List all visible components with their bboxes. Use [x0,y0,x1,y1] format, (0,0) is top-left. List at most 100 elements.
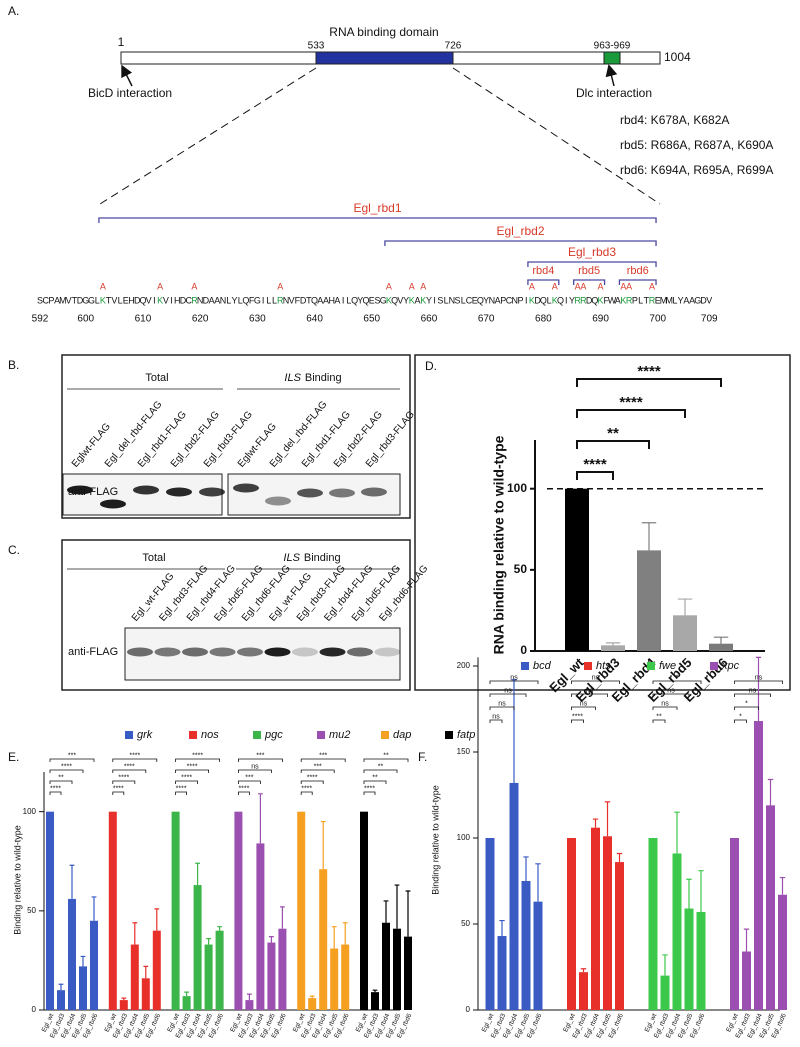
error-bar [677,598,693,616]
mutant-note: rbd5: R686A, R687A, K690A [620,138,773,152]
significance-label: ns [586,688,594,695]
position-label: 1 [118,35,125,49]
sequence-segment: EMMLYAAGDV [655,295,712,305]
bar [171,811,180,1010]
position-label: 1004 [664,50,691,64]
significance-label: ns [749,688,757,695]
bar [319,869,328,1010]
significance-label: **** [129,753,140,760]
sequence-segment: R [626,295,633,305]
bar [742,951,751,1010]
construct-bracket [618,279,657,285]
legend-label: grk [137,729,153,741]
legend-swatch [647,662,655,670]
y-tick-label: 200 [457,661,471,670]
band [237,647,263,657]
error-bar [258,793,263,844]
bar [404,936,412,1010]
y-tick-label: 100 [23,807,37,816]
sequence-segment: K [386,295,392,305]
significance-bracket [363,791,376,795]
error-bar [779,876,786,895]
bar [267,942,276,1010]
lane-label: Egl_rbd5-FLAG [212,563,265,623]
significance-bracket [238,791,250,795]
bar [308,998,317,1010]
significance-bracket [652,706,678,710]
band [127,647,153,657]
sequence-segment: K [100,295,106,305]
bar [382,922,390,1010]
construct-label: Egl_rbd1 [353,201,401,215]
significance-label: **** [181,775,192,782]
significance-label: **** [176,786,187,793]
sequence-segment: R [277,295,284,305]
bar [330,948,339,1010]
sequence-segment: NVFDTQAAHAILQYQESG [283,295,387,305]
significance-label: **** [307,775,318,782]
significance-label: ** [383,753,389,760]
mutation-label: A [620,281,626,291]
band [329,488,355,498]
sequence-segment: SCPAMVTDGGL [37,295,100,305]
error-bar [405,890,411,937]
bar [108,811,117,1010]
significance-bracket [363,780,387,784]
ruler-label: 592 [32,314,49,325]
bar [278,928,287,1010]
significance-label: ns [492,714,500,721]
significance-bracket [300,769,335,773]
interaction-label: BicD interaction [88,86,172,100]
error-bar [535,863,541,902]
significance-bracket [652,693,690,697]
construct-label: rbd4 [532,265,554,277]
bar [754,721,763,1010]
legend-label: fatp [457,729,475,741]
bar [709,643,733,651]
significance-bracket [175,769,209,773]
sequence-segment: K [529,295,535,305]
y-axis-label: Binding relative to wild-type [430,785,440,895]
significance-bracket [576,378,722,387]
significance-bracket [576,471,614,480]
significance-label: **** [50,786,61,793]
sequence-segment: DQ [586,295,598,305]
bar [393,928,401,1010]
error-bar [662,954,668,976]
significance-label: **** [124,764,135,771]
significance-label: **** [637,363,661,380]
bar [565,488,589,651]
mutation-label: A [420,281,426,291]
error-bar [511,679,517,783]
significance-label: ns [498,701,506,708]
bar [615,862,624,1010]
significance-label: **** [113,786,124,793]
bar [215,930,224,1010]
blot [62,473,223,516]
bar [119,1000,128,1010]
bar [360,811,368,1010]
error-bar [674,811,680,854]
significance-bracket [300,758,346,762]
error-bar [580,968,587,973]
sequence-segment: A [415,295,421,305]
error-bar [743,928,750,952]
y-axis-label: Binding relative to wild-type [12,825,22,935]
sequence-segment: K [552,295,558,305]
bar [521,881,531,1010]
significance-label: ** [656,714,662,721]
bar [766,805,775,1010]
band [67,485,93,495]
sequence-segment: QVY [391,295,409,305]
position-label: 963-969 [594,41,631,52]
significance-bracket [49,780,73,784]
sequence-segment: K [157,295,163,305]
bar [673,615,697,651]
y-tick-label: 150 [457,747,471,756]
error-bar [154,908,160,931]
significance-bracket [49,791,62,795]
error-bar [342,922,348,945]
sequence-segment: DQL [534,295,551,305]
error-bar [767,778,774,806]
ruler-label: 600 [77,314,94,325]
